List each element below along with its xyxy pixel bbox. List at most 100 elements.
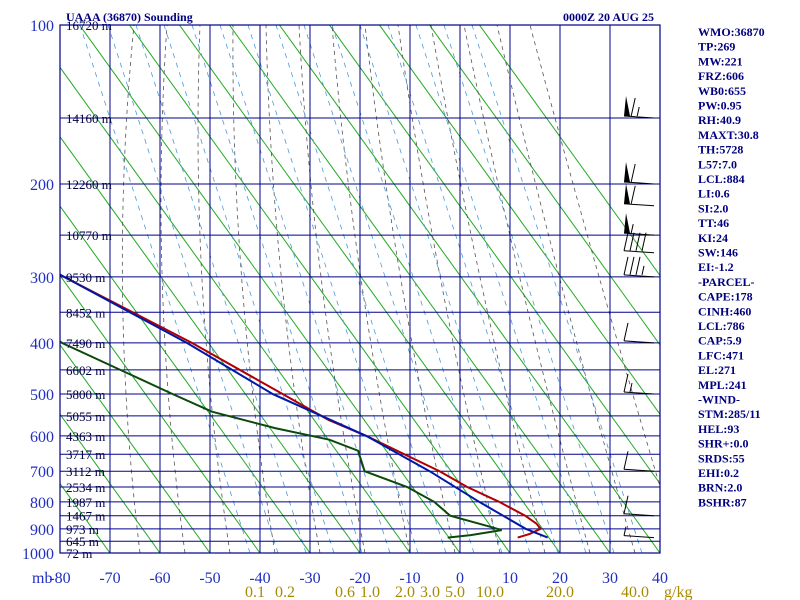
height-label: 1987 m: [66, 495, 105, 510]
wind-barb-pennant: [624, 161, 630, 182]
pressure-tick-label: 600: [30, 429, 54, 446]
temperature-labels: mb-80 -70 -60 -50 -40 -30 -20 -10 0 10 20 30 40: [32, 570, 668, 587]
index-value: -WIND-: [698, 393, 740, 407]
wind-barb-feather: [635, 232, 641, 251]
temperature-tick-label: 20: [552, 570, 568, 587]
wind-barb-feather: [630, 185, 636, 204]
index-value: WMO:36870: [698, 25, 765, 39]
pressure-tick-label: 800: [30, 495, 54, 512]
x-axis-unit-label: mb: [32, 570, 52, 587]
index-value: L57:7.0: [698, 157, 737, 171]
pressure-tick-label: 900: [30, 522, 54, 539]
temperature-tick-label: 0: [456, 570, 464, 587]
index-value: TP:269: [698, 40, 735, 54]
temperature-tick-label: 40: [652, 570, 668, 587]
wind-barb-feather: [635, 256, 641, 276]
index-value: RH:40.9: [698, 113, 741, 127]
plot-frame: [59, 24, 661, 554]
index-value: EL:271: [698, 363, 736, 377]
index-value: MW:221: [698, 54, 743, 68]
pressure-tick-label: 500: [30, 387, 54, 404]
wind-barb-feather: [630, 97, 636, 117]
index-value: EI:-1.2: [698, 260, 734, 274]
index-value: EHI:0.2: [698, 466, 739, 480]
mixing-ratio-line: [387, 25, 559, 553]
moist-adiabat-line: [430, 25, 546, 553]
wind-barb-feather: [629, 232, 635, 251]
index-value: CAP:5.9: [698, 334, 742, 348]
moist-adiabat-line: [331, 25, 411, 553]
moist-adiabat-line: [265, 25, 321, 553]
mixing-ratio-line: [79, 25, 251, 553]
chart-time: 0000Z 20 AUG 25: [563, 10, 654, 24]
index-value: CAPE:178: [698, 290, 753, 304]
indices-panel: WMO:36870TP:269MW:221FRZ:606WB0:655PW:0.…: [698, 25, 765, 509]
pressure-tick-label: 300: [30, 270, 54, 287]
mixing-ratio-line: [135, 25, 307, 553]
temperature-tick-label: -30: [299, 570, 320, 587]
height-label: 5800 m: [66, 387, 105, 402]
wind-barb-half-feather: [629, 382, 633, 393]
temperature-tick-label: -80: [49, 570, 70, 587]
mixing-ratio-line: [303, 25, 475, 553]
mixing-ratio-label: 1.0: [360, 584, 380, 600]
index-value: BRN:2.0: [698, 481, 742, 495]
wind-barb-feather: [630, 163, 636, 183]
dry-adiabat-line: [60, 274, 261, 553]
moist-adiabat-line: [232, 25, 276, 553]
chart-title: UAAA (36870) Sounding: [66, 10, 193, 24]
index-value: SW:146: [698, 246, 738, 260]
wind-barb-pennant: [624, 213, 630, 234]
mixing-ratio-line: [443, 25, 615, 553]
mixing-ratio-line: [415, 25, 587, 553]
wind-barb-staff: [623, 250, 655, 254]
mixing-ratio-line: [471, 25, 643, 553]
dry-adiabat-line: [60, 344, 211, 553]
wind-barb-half-feather: [636, 106, 640, 117]
height-label: 8452 m: [66, 305, 105, 320]
height-label: 5055 m: [66, 409, 105, 424]
height-label: 14160 m: [66, 111, 112, 126]
moist-adiabat-line: [121, 25, 141, 553]
mixing-ratio-label: 40.0: [621, 584, 649, 600]
index-value: MPL:241: [698, 378, 747, 392]
index-value: STM:285/11: [698, 407, 761, 421]
wind-barb-feather: [623, 322, 629, 341]
dry-adiabat-line: [478, 25, 660, 277]
temperature-tick-label: -50: [199, 570, 220, 587]
mixing-ratio-line: [247, 25, 419, 553]
pressure-tick-label: 700: [30, 464, 54, 481]
mixing-ratio-line: [219, 25, 391, 553]
moist-adiabat-line: [529, 25, 660, 488]
mixing-ratio-label: 0.2: [275, 584, 295, 600]
index-value: TH:5728: [698, 143, 743, 157]
wind-barb-feather: [623, 495, 629, 514]
mixing-ratio-label: 0.1: [245, 584, 265, 600]
parcel-curve: [60, 273, 549, 539]
wind-barb-feather: [623, 232, 629, 251]
moist-adiabat-line: [160, 25, 186, 553]
moist-adiabat-line: [364, 25, 456, 553]
wind-barb-feather: [629, 256, 635, 276]
index-value: SRDS:55: [698, 451, 745, 465]
temperature-tick-label: -20: [349, 570, 370, 587]
mixing-ratio-line: [107, 25, 279, 553]
mixing-ratio-line: [275, 25, 447, 553]
pressure-tick-label: 1000: [22, 546, 54, 563]
height-label: 2534 m: [66, 480, 105, 495]
index-value: PW:0.95: [698, 99, 742, 113]
wind-barb-staff: [623, 115, 655, 119]
height-label: 6602 m: [66, 363, 105, 378]
height-label: 10770 m: [66, 228, 112, 243]
dewpoint-curve: [60, 340, 502, 539]
mixing-ratio-labels: 0.1 0.2 0.6 1.0 2.0 3.0 5.0 10.0 20.0 40.0 g/kg: [245, 584, 692, 600]
index-value: -PARCEL-: [698, 275, 754, 289]
dry-adiabat-line: [0, 0, 10, 553]
height-label: 1467 m: [66, 509, 105, 524]
mixing-ratio-line: [359, 25, 531, 553]
wind-barb-feather: [623, 451, 629, 470]
index-value: LI:0.6: [698, 187, 730, 201]
mixing-ratio-label: 2.0: [395, 584, 415, 600]
moist-adiabat-line: [496, 25, 636, 553]
wind-barb-staff: [623, 274, 655, 278]
